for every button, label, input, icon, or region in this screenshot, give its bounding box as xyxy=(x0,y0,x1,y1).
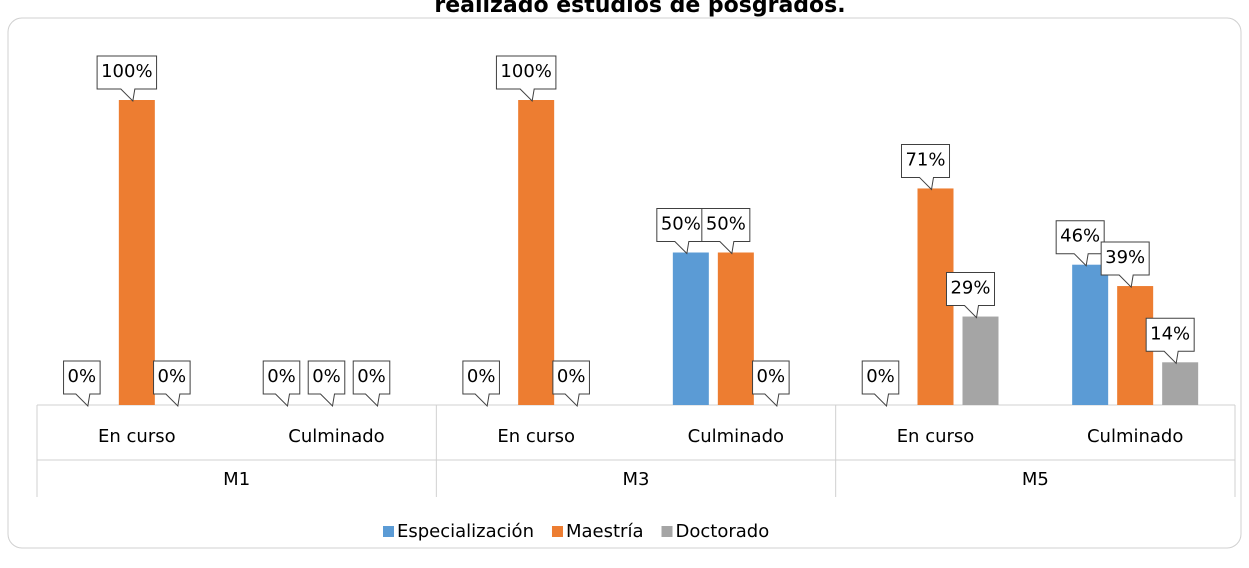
data-label: 71% xyxy=(905,149,945,170)
data-label-callout xyxy=(752,360,790,408)
data-label-callout xyxy=(307,360,346,408)
data-label-callout xyxy=(1100,241,1150,289)
x-tick-label: Culminado xyxy=(688,426,784,447)
data-label-callout xyxy=(861,360,900,408)
legend-swatch xyxy=(383,526,394,537)
group-label: M3 xyxy=(623,469,650,490)
bar xyxy=(518,100,555,405)
data-label-callout xyxy=(352,360,391,408)
data-label-callout xyxy=(701,208,751,255)
data-label: 0% xyxy=(757,366,786,387)
data-label-callout xyxy=(63,360,101,408)
data-label: 50% xyxy=(661,214,701,235)
x-tick-label: En curso xyxy=(98,426,176,447)
data-label-callout xyxy=(462,360,500,408)
x-tick-label: Culminado xyxy=(1087,426,1183,447)
bar xyxy=(1162,362,1199,405)
group-label: M5 xyxy=(1022,469,1049,490)
data-label: 46% xyxy=(1060,226,1100,247)
data-label: 14% xyxy=(1150,323,1190,344)
bar xyxy=(962,316,999,405)
data-label-callout xyxy=(1145,317,1195,365)
data-label-callout xyxy=(945,272,996,319)
x-tick-label: Culminado xyxy=(288,426,384,447)
data-label-callout xyxy=(153,360,191,408)
data-label: 100% xyxy=(101,61,152,82)
data-label-callout xyxy=(900,143,951,191)
bar xyxy=(717,252,754,405)
legend-label: Especialización xyxy=(397,521,534,542)
legend-swatch xyxy=(661,526,673,537)
legend-label: Maestría xyxy=(566,521,644,542)
data-label-callout xyxy=(495,55,557,103)
data-label: 100% xyxy=(500,61,551,82)
data-label: 0% xyxy=(267,366,296,387)
data-label-callout xyxy=(96,55,158,103)
data-label-callout xyxy=(262,360,301,408)
data-label: 29% xyxy=(950,278,990,299)
data-label: 0% xyxy=(68,366,97,387)
x-tick-label: En curso xyxy=(497,426,575,447)
x-tick-label: En curso xyxy=(897,426,975,447)
data-label: 39% xyxy=(1105,247,1145,268)
data-label-callout xyxy=(1055,220,1105,267)
legend-swatch xyxy=(551,526,563,537)
bar xyxy=(1072,264,1109,405)
data-label: 0% xyxy=(866,366,895,387)
data-label: 0% xyxy=(312,366,341,387)
data-label-callout xyxy=(552,360,590,408)
data-label: 0% xyxy=(467,366,496,387)
data-label: 0% xyxy=(158,366,187,387)
data-label: 0% xyxy=(557,366,586,387)
legend-label: Doctorado xyxy=(676,521,770,542)
data-label: 50% xyxy=(706,214,746,235)
data-label: 0% xyxy=(357,366,386,387)
bar xyxy=(672,252,709,405)
bar xyxy=(118,100,155,405)
chart-title: realizado estudios de posgrados. xyxy=(434,0,845,18)
group-label: M1 xyxy=(223,469,250,490)
